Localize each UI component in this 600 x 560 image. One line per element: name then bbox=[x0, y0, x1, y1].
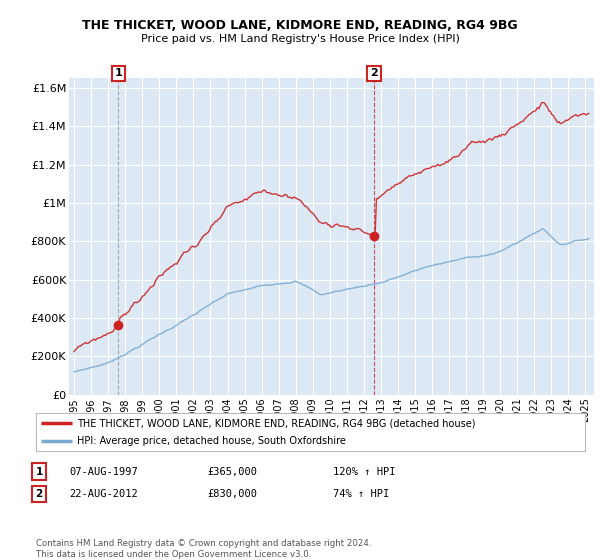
Text: 1: 1 bbox=[115, 68, 122, 78]
Text: HPI: Average price, detached house, South Oxfordshire: HPI: Average price, detached house, Sout… bbox=[77, 436, 346, 446]
Text: 22-AUG-2012: 22-AUG-2012 bbox=[69, 489, 138, 499]
Text: £365,000: £365,000 bbox=[207, 466, 257, 477]
Text: 120% ↑ HPI: 120% ↑ HPI bbox=[333, 466, 395, 477]
Text: 07-AUG-1997: 07-AUG-1997 bbox=[69, 466, 138, 477]
Text: 2: 2 bbox=[35, 489, 43, 499]
Text: 1: 1 bbox=[35, 466, 43, 477]
Text: £830,000: £830,000 bbox=[207, 489, 257, 499]
Text: 2: 2 bbox=[370, 68, 378, 78]
Text: Price paid vs. HM Land Registry's House Price Index (HPI): Price paid vs. HM Land Registry's House … bbox=[140, 34, 460, 44]
Text: Contains HM Land Registry data © Crown copyright and database right 2024.
This d: Contains HM Land Registry data © Crown c… bbox=[36, 539, 371, 559]
Text: THE THICKET, WOOD LANE, KIDMORE END, READING, RG4 9BG: THE THICKET, WOOD LANE, KIDMORE END, REA… bbox=[82, 19, 518, 32]
Text: 74% ↑ HPI: 74% ↑ HPI bbox=[333, 489, 389, 499]
Text: THE THICKET, WOOD LANE, KIDMORE END, READING, RG4 9BG (detached house): THE THICKET, WOOD LANE, KIDMORE END, REA… bbox=[77, 418, 476, 428]
